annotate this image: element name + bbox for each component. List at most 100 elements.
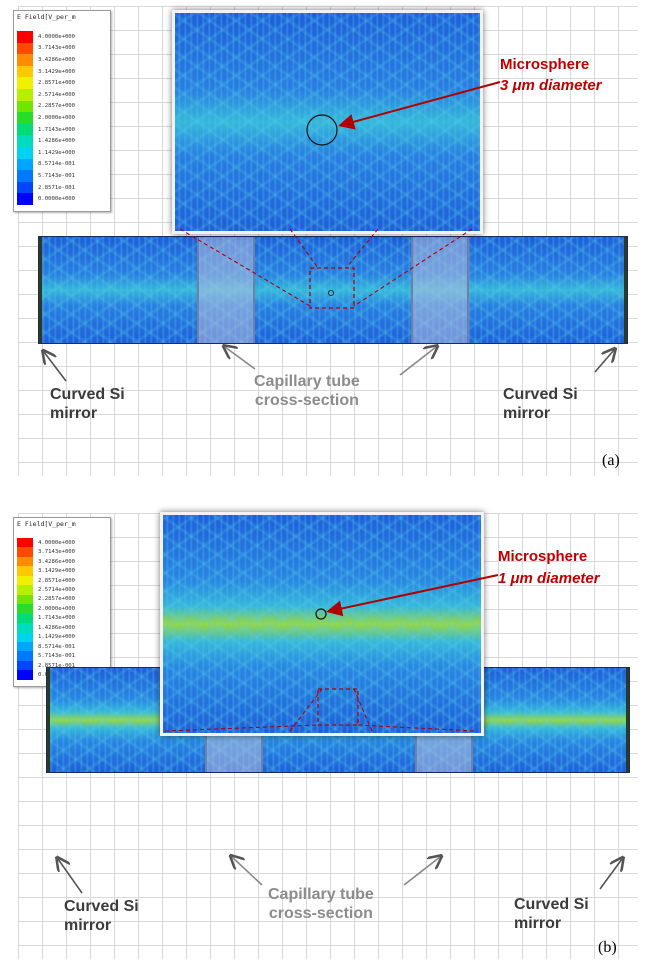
colorbar-tick-label: 2.5714e+000 [38, 91, 76, 98]
left-mirror-label: Curved Si mirror [50, 385, 125, 423]
colorbar-tick-label: 2.8571e-001 [38, 662, 76, 669]
field-map [39, 237, 627, 343]
colorbar-level: 4.0000e+000 [17, 31, 107, 43]
colorbar-level: 1.1429e+000 [17, 632, 107, 642]
capillary-wall-right [411, 237, 469, 343]
colorbar-tick-label: 2.8571e+000 [38, 80, 76, 87]
colorbar-swatch [17, 660, 33, 671]
colorbar-swatch [17, 538, 33, 548]
colorbar-swatch [17, 670, 33, 680]
colorbar-level: 2.8571e+000 [17, 575, 107, 586]
colorbar-tick-label: 3.7143e+000 [38, 45, 76, 52]
colorbar-tick-label: 1.4286e+000 [38, 624, 76, 631]
capillary-wall-left [197, 237, 255, 343]
colorbar-level: 3.7143e+000 [17, 42, 107, 55]
right-mirror-label-line1: Curved Si [503, 386, 578, 403]
colorbar-tick-label: 5.7143e-001 [38, 172, 76, 179]
left-mirror-label: Curved Si mirror [64, 897, 139, 935]
colorbar-level: 2.0000e+000 [17, 112, 107, 124]
colorbar-swatch [17, 604, 33, 614]
colorbar-rows: 4.0000e+000 3.7143e+000 3.4286e+000 3.1429e… [17, 31, 107, 205]
colorbar-swatch [17, 594, 33, 605]
simulation-domain [38, 236, 628, 344]
colorbar-swatch [17, 193, 33, 205]
colorbar-level: 2.5714e+000 [17, 585, 107, 595]
right-mirror-label-line2: mirror [514, 915, 562, 932]
colorbar-tick-label: 1.7143e+000 [38, 126, 76, 133]
colorbar-level: 3.7143e+000 [17, 547, 107, 557]
right-mirror-label-line2: mirror [503, 405, 551, 422]
colorbar-tick-label: 3.4286e+000 [38, 558, 76, 565]
colorbar-level: 2.2857e+000 [17, 100, 107, 113]
colorbar-tick-label: 0.0000e+000 [38, 196, 76, 203]
colorbar-tick-label: 2.0000e+000 [38, 114, 76, 121]
colorbar-swatch [17, 575, 33, 586]
colorbar-swatch [17, 158, 33, 171]
right-mirror-label-line1: Curved Si [514, 896, 589, 913]
colorbar-tick-label: 8.5714e-001 [38, 643, 76, 650]
microsphere-label-line2: 3 μm diameter [500, 77, 602, 94]
right-mirror-label: Curved Si mirror [503, 385, 578, 423]
colorbar-level: 3.1429e+000 [17, 65, 107, 78]
colorbar-title: E Field[V_per_m [17, 13, 76, 21]
colorbar-swatch [17, 556, 33, 567]
colorbar-level: 5.7143e-001 [17, 170, 107, 182]
colorbar-swatch [17, 547, 33, 557]
colorbar-tick-label: 3.1429e+000 [38, 68, 76, 75]
colorbar-tick-label: 5.7143e-001 [38, 653, 76, 660]
colorbar-swatch [17, 123, 33, 136]
colorbar-swatch [17, 641, 33, 652]
colorbar-level: 3.4286e+000 [17, 556, 107, 567]
capillary-label-line1: Capillary tube [268, 886, 374, 903]
colorbar-level: 2.5714e+000 [17, 88, 107, 101]
colorbar-level: 0.0000e+000 [17, 193, 107, 205]
colorbar-swatch [17, 170, 33, 182]
capillary-label-line2: cross-section [268, 905, 373, 922]
inset-field-map [175, 13, 480, 231]
left-mirror-surface [47, 668, 57, 772]
capillary-label-line2: cross-section [254, 392, 359, 409]
panel-b: E Field[V_per_m 4.0000e+000 3.7143e+000 3.… [0, 507, 659, 963]
capillary-label: Capillary tube cross-section [268, 885, 374, 923]
colorbar-tick-label: 1.1429e+000 [38, 634, 76, 641]
colorbar-level: 2.8571e-001 [17, 181, 107, 194]
colorbar-level: 8.5714e-001 [17, 158, 107, 171]
colorbar-tick-label: 2.2857e+000 [38, 103, 76, 110]
colorbar-level: 1.7143e+000 [17, 123, 107, 136]
inset-field-map [163, 515, 481, 733]
colorbar-swatch [17, 65, 33, 78]
colorbar-swatch [17, 31, 33, 43]
colorbar-level: 3.4286e+000 [17, 54, 107, 66]
colorbar-tick-label: 2.8571e-001 [38, 184, 76, 191]
left-mirror-label-line1: Curved Si [64, 898, 139, 915]
colorbar-tick-label: 3.7143e+000 [38, 549, 76, 556]
panel-a-tag: (a) [602, 452, 620, 469]
colorbar-swatch [17, 54, 33, 66]
colorbar-swatch [17, 613, 33, 624]
colorbar-level: 5.7143e-001 [17, 651, 107, 661]
right-mirror-label: Curved Si mirror [514, 895, 589, 933]
colorbar-level: 2.0000e+000 [17, 604, 107, 614]
colorbar-legend: E Field[V_per_m 4.0000e+000 3.7143e+000 3.… [13, 517, 111, 687]
colorbar-swatch [17, 135, 33, 147]
microsphere-label-line2: 1 μm diameter [498, 570, 600, 587]
colorbar-swatch [17, 651, 33, 661]
colorbar-tick-label: 2.8571e+000 [38, 577, 76, 584]
colorbar-level: 1.7143e+000 [17, 613, 107, 624]
colorbar-swatch [17, 112, 33, 124]
colorbar-swatch [17, 100, 33, 113]
colorbar-swatch [17, 88, 33, 101]
colorbar-tick-label: 2.5714e+000 [38, 586, 76, 593]
colorbar-swatch [17, 77, 33, 89]
colorbar-swatch [17, 566, 33, 576]
colorbar-swatch [17, 585, 33, 595]
zoom-inset [172, 10, 483, 234]
colorbar-swatch [17, 623, 33, 633]
colorbar-legend: E Field[V_per_m 4.0000e+000 3.7143e+000 3.… [13, 10, 111, 212]
left-mirror-label-line2: mirror [64, 917, 112, 934]
left-mirror-label-line1: Curved Si [50, 386, 125, 403]
panel-b-tag: (b) [598, 939, 617, 956]
right-mirror-surface [619, 668, 629, 772]
colorbar-swatch [17, 632, 33, 642]
colorbar-level: 8.5714e-001 [17, 641, 107, 652]
